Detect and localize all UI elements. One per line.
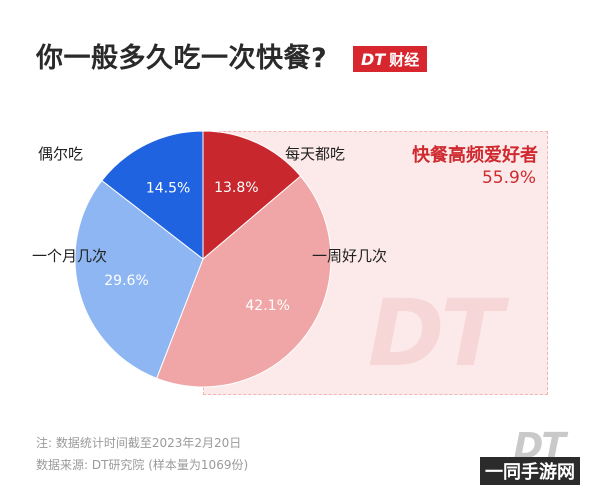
pie-slice-daily — [202, 130, 302, 261]
category-label-occasionally: 偶尔吃 — [38, 145, 84, 163]
pie-value-label-daily: 13.8% — [214, 180, 258, 196]
pie-value-label-weekly: 42.1% — [245, 298, 289, 314]
note-source: 数据来源: DT研究院 (样本量为1069份) — [36, 458, 249, 472]
category-label-weekly: 一周好几次 — [312, 247, 388, 265]
highlight-label: 快餐高频爱好者 — [412, 145, 538, 166]
corner-watermark: DT 一同手游网 — [468, 429, 580, 485]
category-label-daily: 每天都吃 — [285, 145, 346, 163]
note-date: 注: 数据统计时间截至2023年2月20日 — [36, 436, 242, 450]
corner-watermark-site: 一同手游网 — [480, 457, 580, 485]
brand-logo: DT — [361, 49, 386, 69]
pie-value-label-occasionally: 14.5% — [146, 181, 190, 197]
brand-text: 财经 — [389, 50, 420, 69]
highlight-value: 55.9% — [481, 168, 536, 188]
pie-value-label-monthly: 29.6% — [104, 273, 148, 289]
panel-watermark-logo: DT — [368, 280, 503, 387]
pie-slice-occasionally — [101, 130, 204, 261]
pie-slice-weekly — [155, 175, 332, 388]
category-label-monthly: 一个月几次 — [32, 247, 108, 265]
pie-slice-monthly — [74, 179, 204, 379]
brand-badge: DT 财经 — [353, 46, 428, 72]
chart-title: 你一般多久吃一次快餐? — [36, 43, 328, 74]
